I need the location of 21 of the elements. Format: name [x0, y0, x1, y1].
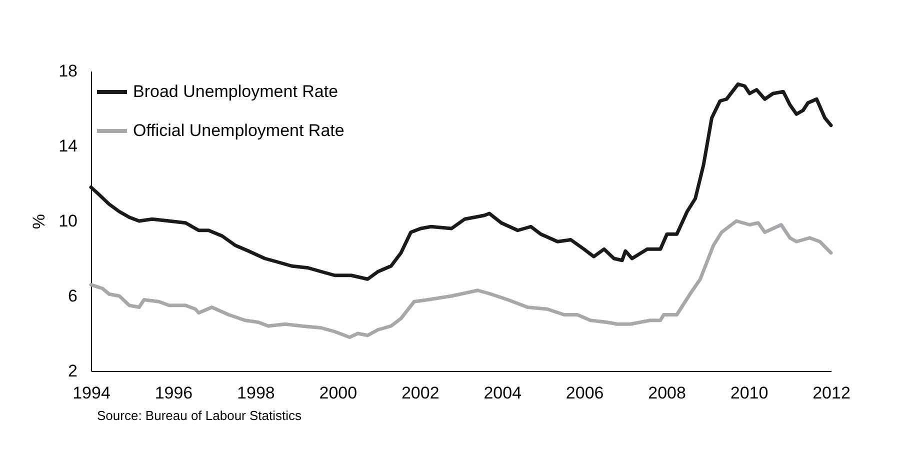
legend-label: Official Unemployment Rate [133, 121, 344, 140]
source-note: Source: Bureau of Labour Statistics [97, 408, 302, 423]
x-tick-label: 2010 [730, 384, 768, 402]
x-tick-label: 2002 [401, 384, 440, 402]
x-tick-label: 1996 [154, 384, 193, 402]
x-tick-label: 2006 [566, 384, 604, 402]
x-tick-label: 2008 [648, 384, 686, 402]
y-tick-label: 14 [58, 136, 78, 156]
line-series [89, 82, 833, 281]
x-tick-label: 1998 [237, 384, 275, 402]
x-tick-label: 1994 [72, 384, 110, 402]
legend-label: Broad Unemployment Rate [133, 82, 338, 101]
x-tick-label: 2004 [484, 384, 522, 402]
y-tick-label: 6 [68, 286, 78, 306]
y-tick-label: 2 [68, 362, 78, 380]
y-axis-title: % [30, 214, 49, 230]
x-tick-label: 2012 [812, 384, 850, 402]
x-tick-label: 2000 [319, 384, 358, 402]
y-tick-label: 18 [58, 62, 78, 80]
line-series [89, 219, 833, 339]
y-tick-label: 10 [58, 212, 78, 230]
